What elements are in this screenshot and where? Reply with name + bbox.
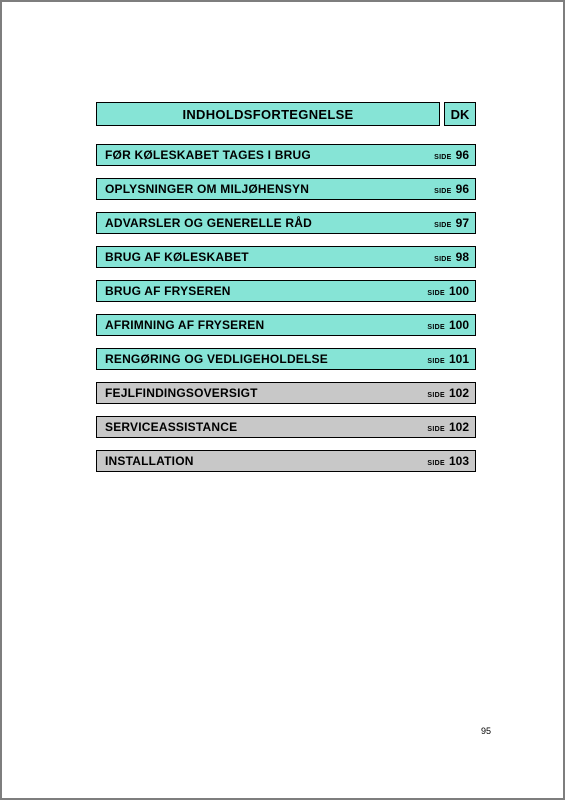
document-page: INDHOLDSFORTEGNELSE DK FØR KØLESKABET TA…	[0, 0, 565, 800]
toc-entry-page-ref: SIDE 101	[427, 352, 469, 366]
toc-entry-page-number: 103	[449, 454, 469, 468]
toc-entry: OPLYSNINGER OM MILJØHENSYN SIDE 96	[96, 178, 476, 200]
toc-entry: AFRIMNING AF FRYSEREN SIDE 100	[96, 314, 476, 336]
toc-entry: ADVARSLER OG GENERELLE RÅD SIDE 97	[96, 212, 476, 234]
toc-side-label: SIDE	[434, 222, 452, 229]
toc-entry-title: OPLYSNINGER OM MILJØHENSYN	[105, 182, 309, 196]
toc-entry-page-number: 100	[449, 284, 469, 298]
toc-entry-page-number: 97	[456, 216, 469, 230]
toc-entry-page-ref: SIDE 97	[434, 216, 469, 230]
toc-entry-page-ref: SIDE 102	[427, 386, 469, 400]
toc-entry-page-ref: SIDE 96	[434, 182, 469, 196]
toc-entry-page-number: 100	[449, 318, 469, 332]
toc-entry-title: INSTALLATION	[105, 454, 194, 468]
toc-entry-page-ref: SIDE 100	[427, 318, 469, 332]
toc-side-label: SIDE	[434, 188, 452, 195]
toc-language-badge: DK	[444, 102, 476, 126]
toc-entry-title: FØR KØLESKABET TAGES I BRUG	[105, 148, 311, 162]
toc-side-label: SIDE	[427, 392, 445, 399]
toc-entry: FEJLFINDINGSOVERSIGT SIDE 102	[96, 382, 476, 404]
toc-entry: SERVICEASSISTANCE SIDE 102	[96, 416, 476, 438]
toc-header-row: INDHOLDSFORTEGNELSE DK	[96, 102, 476, 126]
toc-entry-title: AFRIMNING AF FRYSEREN	[105, 318, 264, 332]
toc-side-label: SIDE	[434, 154, 452, 161]
toc-entry-page-ref: SIDE 96	[434, 148, 469, 162]
toc-entry: FØR KØLESKABET TAGES I BRUG SIDE 96	[96, 144, 476, 166]
toc-entry-page-ref: SIDE 103	[427, 454, 469, 468]
toc-entry-title: BRUG AF FRYSEREN	[105, 284, 231, 298]
toc-side-label: SIDE	[427, 426, 445, 433]
toc-entry-page-number: 102	[449, 386, 469, 400]
toc-entry-page-ref: SIDE 100	[427, 284, 469, 298]
toc-container: INDHOLDSFORTEGNELSE DK FØR KØLESKABET TA…	[96, 102, 476, 484]
toc-entry-page-number: 96	[456, 148, 469, 162]
toc-entry-title: BRUG AF KØLESKABET	[105, 250, 249, 264]
toc-entry-page-number: 102	[449, 420, 469, 434]
toc-side-label: SIDE	[434, 256, 452, 263]
toc-entry-title: RENGØRING OG VEDLIGEHOLDELSE	[105, 352, 328, 366]
toc-entry-page-ref: SIDE 102	[427, 420, 469, 434]
toc-entry-page-number: 96	[456, 182, 469, 196]
toc-side-label: SIDE	[427, 358, 445, 365]
toc-entry: BRUG AF KØLESKABET SIDE 98	[96, 246, 476, 268]
toc-entry: INSTALLATION SIDE 103	[96, 450, 476, 472]
toc-title: INDHOLDSFORTEGNELSE	[96, 102, 440, 126]
toc-entry-title: SERVICEASSISTANCE	[105, 420, 237, 434]
toc-entry-page-number: 101	[449, 352, 469, 366]
page-number: 95	[481, 726, 491, 736]
toc-entry-page-number: 98	[456, 250, 469, 264]
toc-side-label: SIDE	[427, 460, 445, 467]
toc-entry: RENGØRING OG VEDLIGEHOLDELSE SIDE 101	[96, 348, 476, 370]
toc-entries: FØR KØLESKABET TAGES I BRUGSIDE96OPLYSNI…	[96, 144, 476, 472]
toc-entry-title: ADVARSLER OG GENERELLE RÅD	[105, 216, 312, 230]
toc-side-label: SIDE	[427, 324, 445, 331]
toc-entry: BRUG AF FRYSEREN SIDE 100	[96, 280, 476, 302]
toc-entry-page-ref: SIDE 98	[434, 250, 469, 264]
toc-entry-title: FEJLFINDINGSOVERSIGT	[105, 386, 258, 400]
toc-side-label: SIDE	[427, 290, 445, 297]
